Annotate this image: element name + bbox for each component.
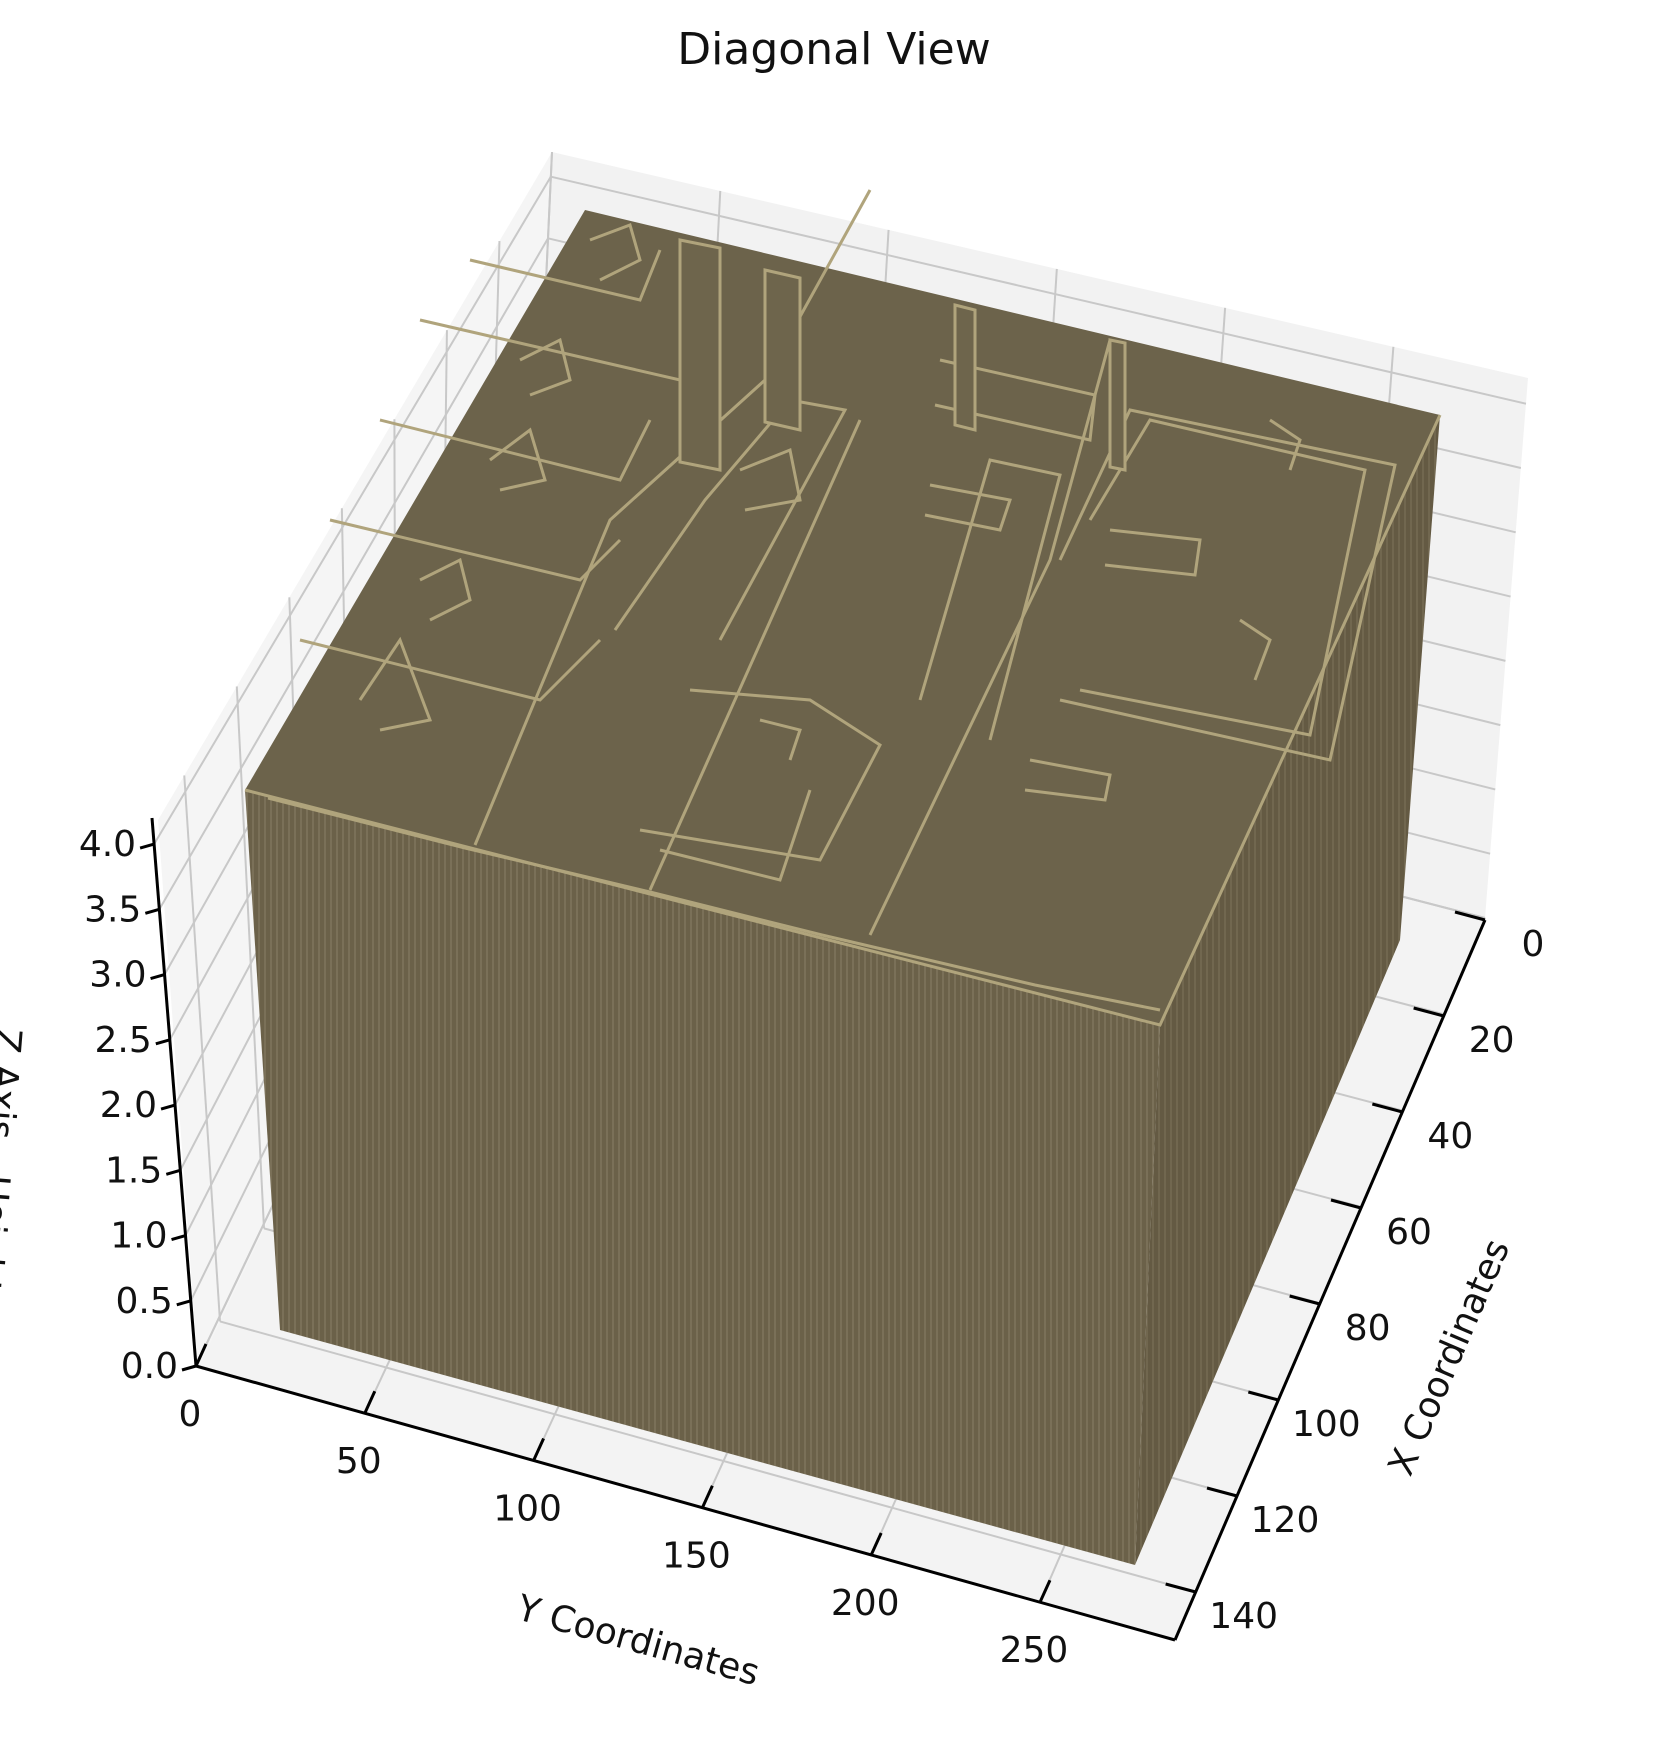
x-tick-label: 40: [1427, 1116, 1473, 1157]
z-tick: [165, 1168, 181, 1176]
z-grid-line: [153, 176, 552, 845]
y-axis-line: [195, 1364, 1176, 1642]
tall-slab-4: [1108, 338, 1127, 472]
x-floor-grid-line: [219, 1320, 1196, 1593]
y-axis-label: Y Coordinates: [511, 1587, 763, 1694]
z-tick: [176, 1299, 192, 1307]
y-tick-label: 200: [831, 1583, 900, 1624]
x-tick: [1247, 1390, 1279, 1402]
x-axis-line: [1173, 919, 1487, 1641]
y-tick-label: 100: [493, 1488, 562, 1529]
z-tick: [160, 1103, 176, 1111]
z-tick-label: 1.0: [110, 1216, 167, 1257]
x-left-grid-line: [183, 775, 221, 1322]
x-tick: [1165, 1582, 1197, 1594]
y-tick: [701, 1485, 714, 1509]
y-tick: [532, 1437, 545, 1462]
z-axis-label: Z Axis - Height: [0, 1027, 29, 1295]
y-tick-label: 0: [179, 1394, 202, 1435]
voxel-block: [244, 189, 1442, 1565]
tall-slab-3: [953, 303, 977, 432]
x-tick-label: 140: [1209, 1596, 1278, 1637]
tick-marks: [139, 842, 1486, 1603]
y-tick: [869, 1532, 883, 1556]
z-tick: [171, 1234, 186, 1241]
z-tick-label: 0.5: [115, 1281, 172, 1322]
tick-labels: 0.00.51.01.52.02.53.03.54.00501001502002…: [79, 824, 1545, 1671]
z-grid-line: [158, 237, 549, 910]
block-front-face: [245, 790, 1160, 1565]
x-tick: [1206, 1486, 1238, 1498]
x-tick-label: 60: [1386, 1212, 1432, 1253]
z-tick: [150, 973, 165, 981]
back-z-grid-line: [550, 175, 1527, 405]
y-tick: [1038, 1579, 1052, 1603]
x-tick: [1330, 1198, 1362, 1210]
tall-slab-2: [763, 268, 802, 432]
z-tick-label: 0.0: [121, 1346, 178, 1387]
z-tick-label: 3.5: [84, 889, 141, 930]
z-tick-label: 2.0: [100, 1085, 157, 1126]
y-tick-label: 50: [336, 1441, 382, 1482]
z-tick: [144, 907, 160, 915]
x-tick: [1413, 1006, 1445, 1018]
x-left-grid-line: [235, 686, 265, 1229]
y-tick-label: 150: [662, 1536, 731, 1577]
z-tick: [155, 1038, 171, 1046]
z-tick-label: 3.0: [89, 955, 146, 996]
y-tick: [363, 1390, 377, 1414]
z-tick: [139, 842, 155, 850]
y-tick: [194, 1343, 208, 1367]
tall-slab-1: [678, 238, 722, 472]
x-tick-label: 80: [1345, 1308, 1391, 1349]
block-right-face: [1135, 415, 1440, 1565]
x-tick-label: 0: [1522, 924, 1545, 965]
x-tick-label: 120: [1251, 1500, 1320, 1541]
z-tick-label: 4.0: [79, 824, 136, 865]
y-tick-label: 250: [1000, 1630, 1069, 1671]
x-tick: [1371, 1102, 1403, 1114]
z-tick-label: 1.5: [105, 1150, 162, 1191]
x-tick-label: 20: [1469, 1020, 1515, 1061]
chart-title: Diagonal View: [677, 24, 990, 75]
x-tick: [1289, 1294, 1321, 1306]
x-axis-label: X Coordinates: [1381, 1234, 1518, 1482]
x-tick: [1454, 910, 1486, 922]
x-tick-label: 100: [1292, 1404, 1361, 1445]
z-tick-label: 2.5: [95, 1020, 152, 1061]
z-tick: [181, 1364, 197, 1372]
